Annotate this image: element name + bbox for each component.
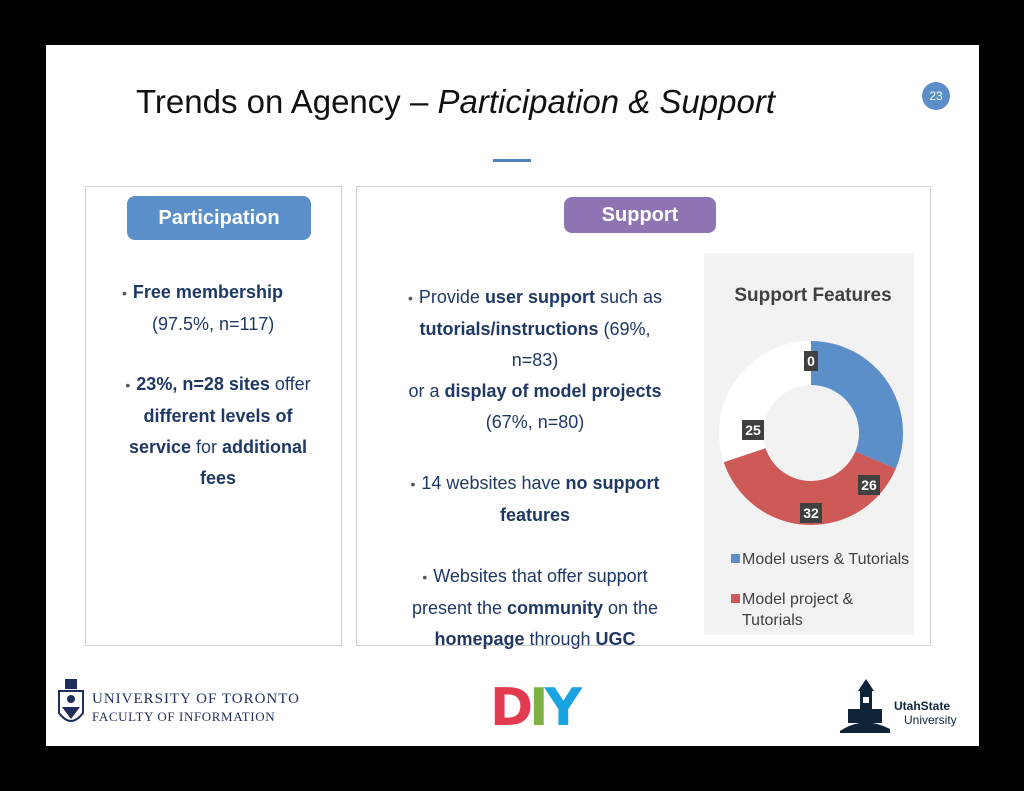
other-slice	[719, 341, 811, 463]
usu-line-2: University	[904, 713, 957, 727]
support-heading: Support	[564, 197, 716, 233]
university-of-toronto-logo: UNIVERSITY OF TORONTO FACULTY OF INFORMA…	[56, 677, 299, 738]
uoft-crest-icon	[58, 679, 84, 722]
page-number-badge: 23	[922, 82, 950, 110]
slide: Trends on Agency – Participation & Suppo…	[46, 45, 979, 746]
data-label-25: 25	[742, 420, 764, 440]
slide-title: Trends on Agency – Participation & Suppo…	[136, 83, 775, 120]
data-label-0: 0	[804, 351, 818, 371]
usu-line-1: UtahState	[894, 699, 951, 713]
svg-text:32: 32	[803, 505, 819, 521]
title-accent-line	[493, 159, 531, 162]
uoft-line-2: FACULTY OF INFORMATION	[92, 709, 276, 724]
participation-bullet-1: • Free membership (97.5%, n=117)	[122, 282, 283, 334]
utah-state-university-logo: UtahState University	[836, 679, 957, 740]
old-main-tower-icon	[840, 679, 890, 733]
svg-text:0: 0	[807, 353, 815, 369]
support-features-chart: Support Features 26 32 25 0 Model users & T…	[704, 253, 914, 635]
participation-bullet-2: • 23%, n=28 sites offer different levels …	[125, 374, 311, 488]
participation-panel	[85, 186, 342, 646]
data-label-32: 32	[800, 503, 822, 523]
support-bullet-2: • 14 websites have no support features	[410, 473, 660, 525]
legend-swatch-blue	[731, 554, 740, 563]
diy-logo: DIY	[490, 678, 582, 738]
svg-text:25: 25	[745, 422, 761, 438]
model-users-slice	[811, 341, 903, 469]
support-bullet-3: • Websites that offer support present the…	[411, 566, 659, 649]
data-label-26: 26	[858, 475, 880, 495]
legend-swatch-red	[731, 594, 740, 603]
svg-text:26: 26	[861, 477, 877, 493]
support-bullet-1: • Provide user support such as tutorials/…	[407, 287, 662, 432]
legend-item-2: Model project & Tutorials	[731, 589, 914, 631]
uoft-line-1: UNIVERSITY OF TORONTO	[92, 691, 300, 707]
participation-heading: Participation	[127, 196, 311, 240]
donut-chart: 26 32 25 0	[719, 341, 903, 525]
chart-title: Support Features	[734, 285, 892, 306]
legend-item-1: Model users & Tutorials	[731, 549, 909, 570]
model-project-slice	[723, 448, 896, 525]
